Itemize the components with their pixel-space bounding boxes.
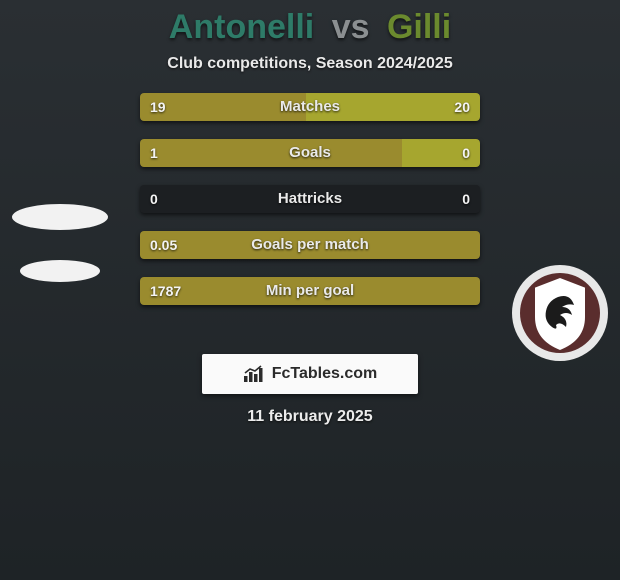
stat-bar-min-per-goal: 1787Min per goal (140, 277, 480, 305)
chart-icon (243, 365, 265, 383)
player1-name: Antonelli (169, 8, 314, 46)
stat-label: Hattricks (140, 185, 480, 213)
stat-bar-matches: 1920Matches (140, 93, 480, 121)
stat-bar-hattricks: 00Hattricks (140, 185, 480, 213)
stat-label: Goals (140, 139, 480, 167)
comparison-title: Antonelli vs Gilli (0, 0, 620, 47)
stat-label: Min per goal (140, 277, 480, 305)
stat-bars-container: 1920Matches 10Goals 00Hattricks 0.05Goals p… (140, 93, 480, 323)
stat-label: Goals per match (140, 231, 480, 259)
snapshot-date: 11 february 2025 (0, 408, 620, 426)
player2-name: Gilli (387, 8, 451, 46)
team1-logo (10, 193, 110, 293)
subtitle: Club competitions, Season 2024/2025 (0, 55, 620, 73)
team2-logo (510, 263, 610, 363)
stat-bar-goals-per-match: 0.05Goals per match (140, 231, 480, 259)
stat-label: Matches (140, 93, 480, 121)
attribution-badge[interactable]: FcTables.com (202, 354, 418, 394)
vs-separator: vs (332, 8, 370, 46)
attribution-text: FcTables.com (272, 365, 378, 383)
stat-bar-goals: 10Goals (140, 139, 480, 167)
